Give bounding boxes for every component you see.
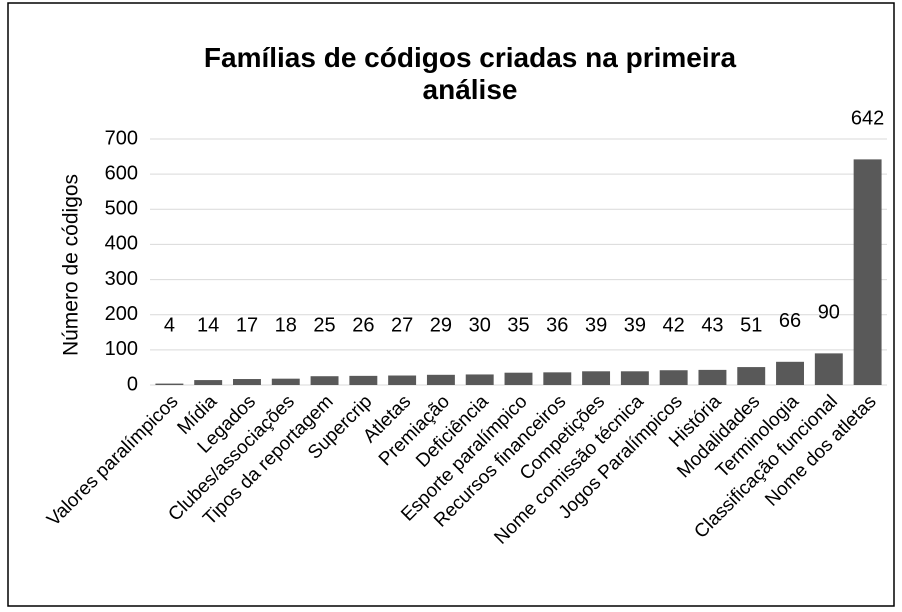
chart-title: Famílias de códigos criadas na primeira … <box>203 42 737 105</box>
data-label: 36 <box>546 314 568 336</box>
bar <box>465 374 494 385</box>
bar <box>233 379 261 385</box>
data-label: 39 <box>624 314 646 336</box>
y-tick-label: 300 <box>105 268 138 290</box>
bar <box>426 374 455 385</box>
bar <box>698 369 727 385</box>
data-label: 90 <box>818 302 840 324</box>
y-tick-label: 500 <box>105 198 138 220</box>
bar <box>310 376 339 385</box>
bar <box>543 372 572 385</box>
data-label: 14 <box>197 314 219 336</box>
data-label: 43 <box>701 314 723 336</box>
bar <box>271 378 300 385</box>
y-tick-label: 0 <box>127 373 138 395</box>
y-tick-label: 100 <box>105 338 138 360</box>
bar <box>659 370 688 385</box>
bar <box>853 159 882 385</box>
chart-border <box>7 2 895 607</box>
data-label: 30 <box>469 314 491 336</box>
data-label: 25 <box>313 314 335 336</box>
data-label: 39 <box>585 314 607 336</box>
bar <box>776 361 804 385</box>
data-label: 26 <box>352 314 374 336</box>
data-label: 66 <box>779 310 801 332</box>
bar <box>155 383 184 385</box>
bar <box>737 367 766 385</box>
y-tick-label: 400 <box>105 233 138 255</box>
data-label: 29 <box>430 314 452 336</box>
data-label: 642 <box>851 108 884 130</box>
data-label: 4 <box>164 314 175 336</box>
bar <box>582 371 611 385</box>
y-tick-label: 600 <box>105 162 138 184</box>
bar <box>814 353 843 385</box>
bar <box>388 375 417 385</box>
data-label: 35 <box>507 314 529 336</box>
data-label: 17 <box>236 314 258 336</box>
data-label: 18 <box>275 314 297 336</box>
bar <box>504 372 533 385</box>
data-label: 51 <box>740 314 762 336</box>
y-tick-label: 700 <box>105 127 138 149</box>
data-label: 42 <box>663 314 685 336</box>
bar <box>620 371 649 385</box>
bar <box>349 375 378 385</box>
y-tick-label: 200 <box>105 303 138 325</box>
y-axis-label: Número de códigos <box>60 174 83 356</box>
data-label: 27 <box>391 314 413 336</box>
bar <box>194 380 223 385</box>
